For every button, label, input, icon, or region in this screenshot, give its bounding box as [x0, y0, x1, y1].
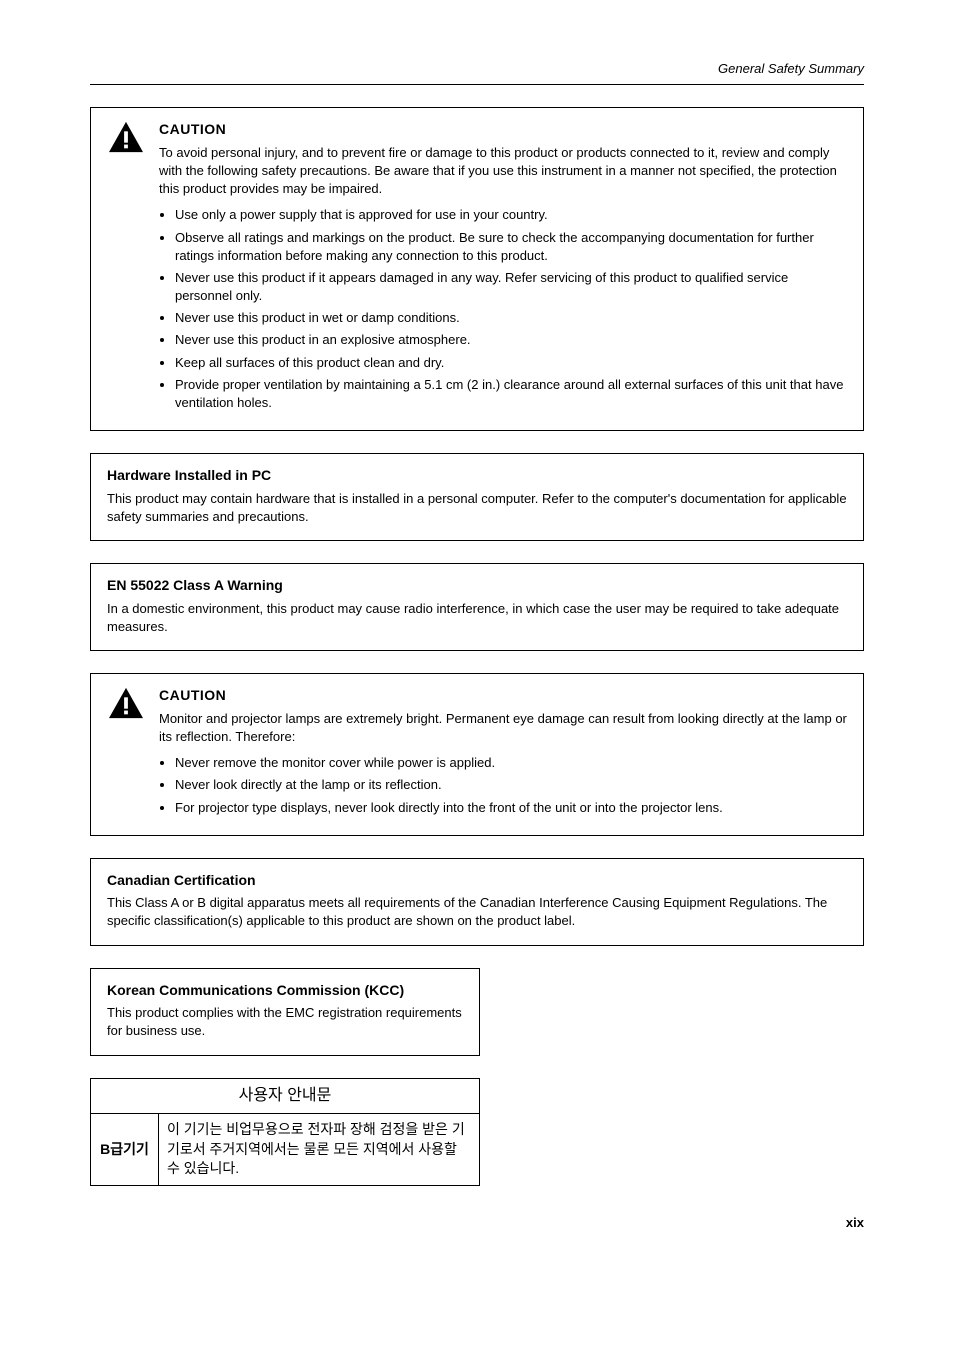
info-box-en55022: EN 55022 Class A Warning In a domestic e…	[90, 563, 864, 651]
section-head: EN 55022 Class A Warning	[107, 576, 847, 596]
box-inner: CAUTION To avoid personal injury, and to…	[107, 120, 847, 416]
caution-box-lamp: CAUTION Monitor and projector lamps are …	[90, 673, 864, 836]
text: This Class A or B digital apparatus meet…	[107, 894, 847, 930]
bullet-list: Never remove the monitor cover while pow…	[159, 754, 847, 817]
text: In a domestic environment, this product …	[107, 600, 847, 636]
list-item: Keep all surfaces of this product clean …	[175, 354, 847, 372]
icon-col	[107, 686, 159, 725]
section-head: Canadian Certification	[107, 871, 847, 891]
korean-body-cell: 이 기기는 비업무용으로 전자파 장해 검정을 받은 기기로서 주거지역에서는 …	[159, 1114, 480, 1186]
content-col: CAUTION To avoid personal injury, and to…	[159, 120, 847, 416]
para: To avoid personal injury, and to prevent…	[159, 144, 847, 199]
text: This product may contain hardware that i…	[107, 490, 847, 526]
page: General Safety Summary CAUTION To avoid …	[0, 0, 954, 1272]
list-item: Never use this product if it appears dam…	[175, 269, 847, 305]
bullet-list: Use only a power supply that is approved…	[159, 206, 847, 412]
list-item: Provide proper ventilation by maintainin…	[175, 376, 847, 412]
list-item: Never remove the monitor cover while pow…	[175, 754, 847, 772]
table-row: B급기기 이 기기는 비업무용으로 전자파 장해 검정을 받은 기기로서 주거지…	[91, 1114, 480, 1186]
korean-header-cell: 사용자 안내문	[91, 1078, 480, 1113]
para: Monitor and projector lamps are extremel…	[159, 710, 847, 746]
warning-icon	[107, 708, 145, 723]
info-box-kcc: Korean Communications Commission (KCC) T…	[90, 968, 480, 1056]
warning-icon	[107, 142, 145, 157]
list-item: Never look directly at the lamp or its r…	[175, 776, 847, 794]
rule	[90, 84, 864, 85]
list-item: Use only a power supply that is approved…	[175, 206, 847, 224]
korean-notice-table: 사용자 안내문 B급기기 이 기기는 비업무용으로 전자파 장해 검정을 받은 …	[90, 1078, 480, 1186]
korean-class-cell: B급기기	[91, 1114, 159, 1186]
section-head: Hardware Installed in PC	[107, 466, 847, 486]
caution-label: CAUTION	[159, 686, 847, 706]
list-item: Observe all ratings and markings on the …	[175, 229, 847, 265]
section-head: Korean Communications Commission (KCC)	[107, 981, 463, 1001]
text: This product complies with the EMC regis…	[107, 1004, 463, 1040]
list-item: Never use this product in wet or damp co…	[175, 309, 847, 327]
list-item: Never use this product in an explosive a…	[175, 331, 847, 349]
running-head: General Safety Summary	[90, 60, 864, 78]
info-box-hardware: Hardware Installed in PC This product ma…	[90, 453, 864, 541]
caution-label: CAUTION	[159, 120, 847, 140]
box-inner: CAUTION Monitor and projector lamps are …	[107, 686, 847, 821]
table-row: 사용자 안내문	[91, 1078, 480, 1113]
page-number: xix	[90, 1214, 864, 1232]
caution-box-general: CAUTION To avoid personal injury, and to…	[90, 107, 864, 431]
list-item: For projector type displays, never look …	[175, 799, 847, 817]
icon-col	[107, 120, 159, 159]
info-box-canadian: Canadian Certification This Class A or B…	[90, 858, 864, 946]
content-col: CAUTION Monitor and projector lamps are …	[159, 686, 847, 821]
